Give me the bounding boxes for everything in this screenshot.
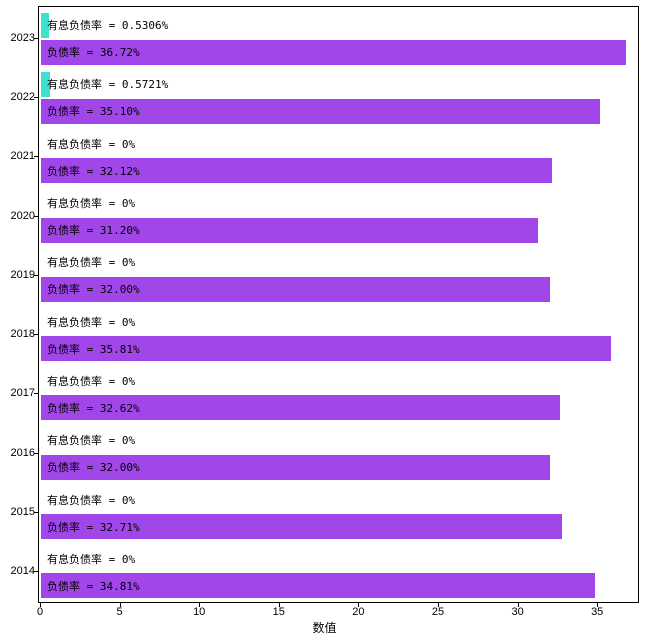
y-tick-label: 2014: [1, 565, 35, 577]
bar-label: 有息负债率 = 0%: [47, 373, 135, 389]
bar-label: 有息负债率 = 0.5306%: [47, 17, 168, 33]
y-tick-label: 2017: [1, 387, 35, 399]
x-tick-mark: [597, 603, 598, 607]
bar-label: 有息负债率 = 0%: [47, 254, 135, 270]
bar-label: 负债率 = 31.20%: [47, 222, 140, 238]
chart-container: 有息负债率 = 0.5306% 负债率 = 36.72% 有息负债率 = 0.572…: [0, 0, 649, 639]
y-tick-label: 2020: [1, 210, 35, 222]
x-tick-label: 30: [511, 606, 523, 618]
y-tick-mark: [34, 97, 38, 98]
y-tick-mark: [34, 216, 38, 217]
bar-label: 负债率 = 32.71%: [47, 519, 140, 535]
y-tick-mark: [34, 275, 38, 276]
y-tick-label: 2023: [1, 32, 35, 44]
bar-label: 负债率 = 32.62%: [47, 400, 140, 416]
x-tick-mark: [40, 603, 41, 607]
bar-label: 负债率 = 32.00%: [47, 281, 140, 297]
bar-label: 有息负债率 = 0%: [47, 492, 135, 508]
x-tick-mark: [518, 603, 519, 607]
x-tick-label: 20: [352, 606, 364, 618]
bar-label: 有息负债率 = 0%: [47, 195, 135, 211]
bar-label: 负债率 = 35.81%: [47, 341, 140, 357]
x-tick-mark: [199, 603, 200, 607]
y-tick-mark: [34, 512, 38, 513]
bar-label: 有息负债率 = 0%: [47, 432, 135, 448]
x-tick-label: 0: [37, 606, 43, 618]
bar-label: 负债率 = 32.00%: [47, 459, 140, 475]
bar-label: 负债率 = 36.72%: [47, 44, 140, 60]
x-tick-mark: [279, 603, 280, 607]
plot-area: 有息负债率 = 0.5306% 负债率 = 36.72% 有息负债率 = 0.572…: [41, 9, 636, 600]
y-tick-label: 2015: [1, 506, 35, 518]
y-tick-mark: [34, 334, 38, 335]
x-tick-label: 25: [432, 606, 444, 618]
y-tick-label: 2019: [1, 269, 35, 281]
bar-label: 有息负债率 = 0%: [47, 551, 135, 567]
x-tick-mark: [358, 603, 359, 607]
y-tick-mark: [34, 571, 38, 572]
x-tick-label: 5: [117, 606, 123, 618]
bar-label: 有息负债率 = 0%: [47, 136, 135, 152]
y-tick-label: 2018: [1, 328, 35, 340]
y-tick-label: 2022: [1, 91, 35, 103]
y-tick-label: 2016: [1, 447, 35, 459]
y-tick-mark: [34, 453, 38, 454]
x-tick-mark: [438, 603, 439, 607]
x-tick-label: 35: [591, 606, 603, 618]
y-tick-mark: [34, 156, 38, 157]
x-tick-label: 10: [193, 606, 205, 618]
x-axis-label: 数值: [312, 619, 336, 636]
bar-label: 有息负债率 = 0.5721%: [47, 76, 168, 92]
bar-label: 负债率 = 35.10%: [47, 103, 140, 119]
x-tick-label: 15: [273, 606, 285, 618]
y-tick-mark: [34, 393, 38, 394]
y-tick-label: 2021: [1, 150, 35, 162]
bar-label: 负债率 = 32.12%: [47, 163, 140, 179]
x-tick-mark: [120, 603, 121, 607]
y-tick-mark: [34, 38, 38, 39]
bar-label: 有息负债率 = 0%: [47, 314, 135, 330]
bar-label: 负债率 = 34.81%: [47, 578, 140, 594]
plot-frame: 有息负债率 = 0.5306% 负债率 = 36.72% 有息负债率 = 0.572…: [38, 6, 639, 603]
